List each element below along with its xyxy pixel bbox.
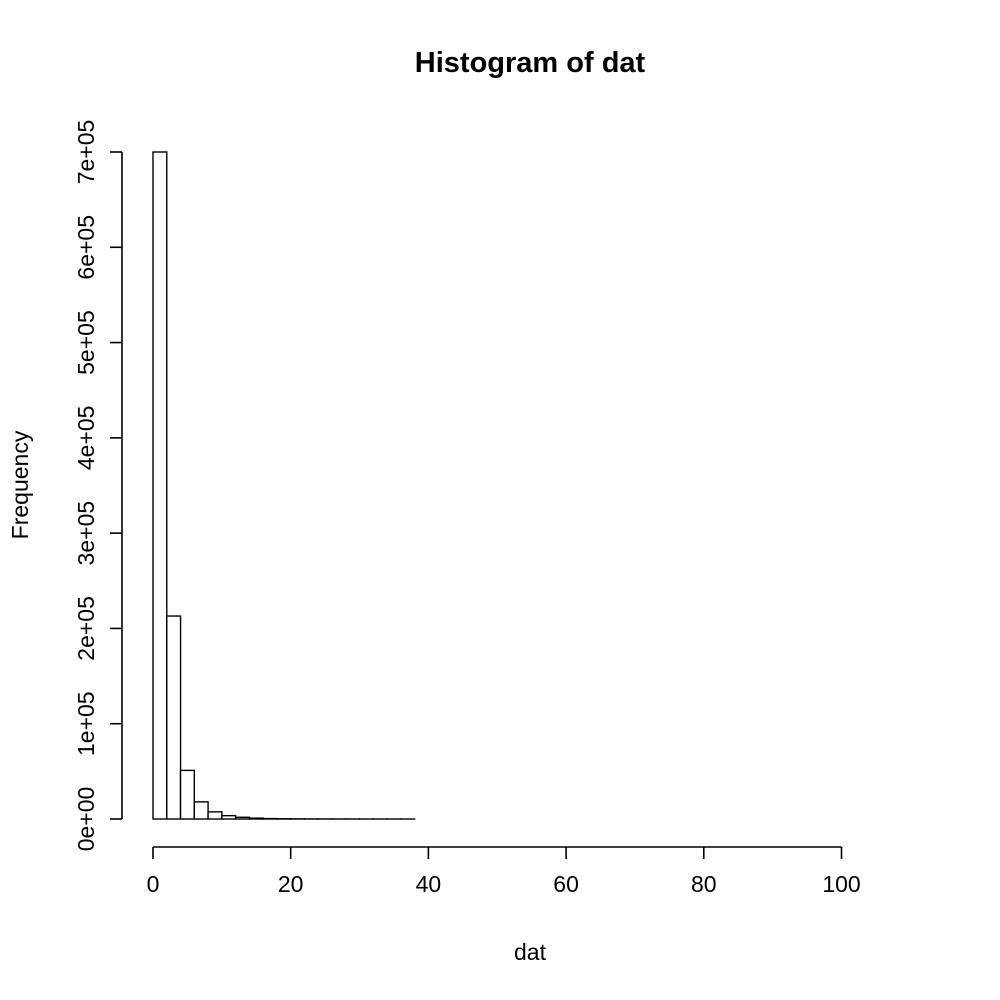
- x-tick-label: 100: [822, 871, 860, 897]
- y-tick-label: 6e+05: [73, 215, 99, 280]
- histogram-bar: [234, 816, 251, 820]
- histogram-bar: [193, 801, 209, 820]
- histogram-bar: [221, 814, 237, 820]
- y-tick-label: 1e+05: [73, 691, 99, 756]
- x-tick-label: 20: [278, 871, 304, 897]
- x-tick-label: 60: [553, 871, 579, 897]
- histogram-bar: [152, 151, 168, 820]
- x-tick-label: 40: [416, 871, 442, 897]
- y-tick-label: 3e+05: [73, 501, 99, 566]
- y-tick-label: 2e+05: [73, 596, 99, 661]
- y-axis: 0e+00 1e+05 2e+05 3e+05 4e+05 5e+05 6e+05 7e+05: [73, 120, 123, 852]
- y-tick-label: 4e+05: [73, 406, 99, 471]
- histogram-bar: [166, 615, 182, 820]
- bars-group: [152, 151, 416, 820]
- histogram-bar: [248, 817, 264, 820]
- y-tick-label: 5e+05: [73, 310, 99, 375]
- x-axis-label: dat: [514, 939, 547, 965]
- y-axis-label: Frequency: [7, 430, 33, 539]
- x-axis: 0 20 40 60 80 100: [147, 846, 861, 897]
- histogram-bar: [179, 769, 196, 820]
- y-tick-label: 0e+00: [73, 787, 99, 852]
- x-tick-label: 0: [147, 871, 160, 897]
- histogram-bar: [207, 811, 223, 820]
- chart-title: Histogram of dat: [415, 47, 646, 79]
- x-tick-label: 80: [691, 871, 717, 897]
- y-tick-label: 7e+05: [73, 120, 99, 185]
